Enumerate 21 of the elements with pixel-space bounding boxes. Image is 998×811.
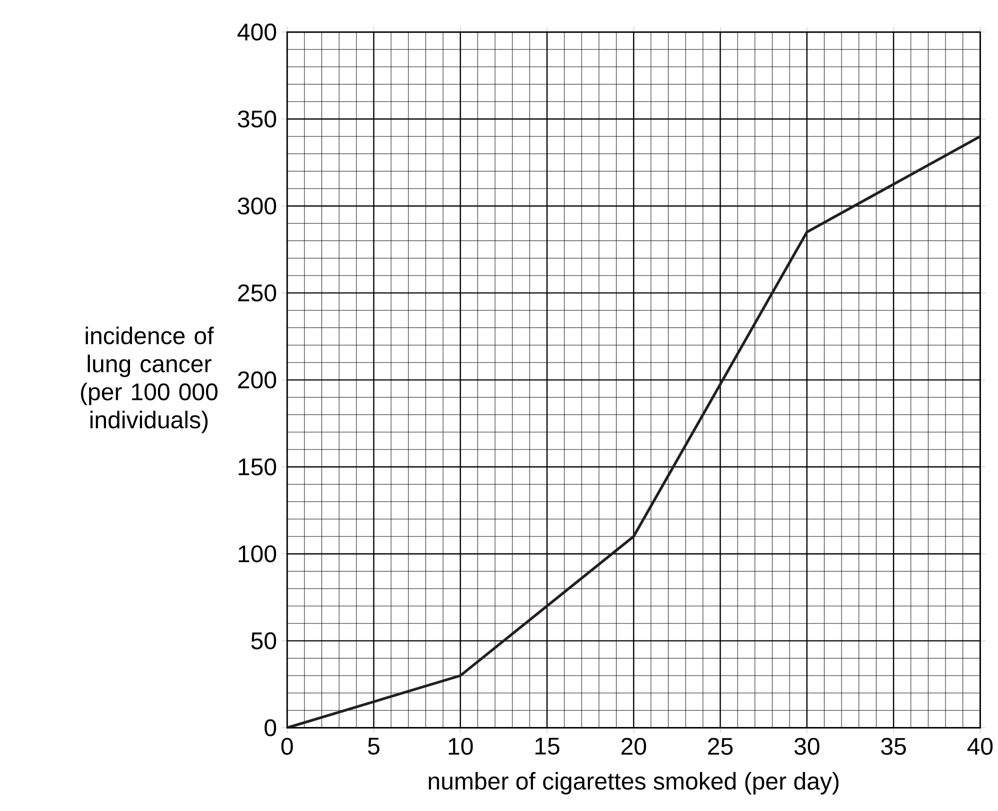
x-tick-label: 0 xyxy=(281,738,293,756)
x-tick-label: 25 xyxy=(708,738,733,756)
y-tick-label: 400 xyxy=(237,24,276,41)
y-tick-label: 300 xyxy=(238,198,276,215)
x-tick-label: 40 xyxy=(967,738,993,756)
y-tick-label: 100 xyxy=(238,546,276,563)
y-tick-label: 250 xyxy=(238,284,276,302)
x-tick-label: 20 xyxy=(621,738,646,756)
y-tick-label: 50 xyxy=(251,632,276,650)
x-tick-label: 10 xyxy=(448,738,473,756)
y-tick-label: 0 xyxy=(264,719,276,736)
x-tick-label: 5 xyxy=(368,738,380,755)
y-tick-label: 350 xyxy=(238,110,276,128)
y-axis-title: incidence of lung cancer (per 100 000 individuals) xyxy=(80,326,218,434)
line-series xyxy=(287,135,980,728)
x-tick-label: 30 xyxy=(794,738,820,756)
x-axis-title: number of cigarettes smoked (per day) xyxy=(428,772,839,795)
y-tick-label: 150 xyxy=(238,458,276,476)
y-tick-label: 200 xyxy=(238,372,276,389)
x-tick-label: 15 xyxy=(535,738,560,755)
x-tick-label: 35 xyxy=(881,738,906,756)
